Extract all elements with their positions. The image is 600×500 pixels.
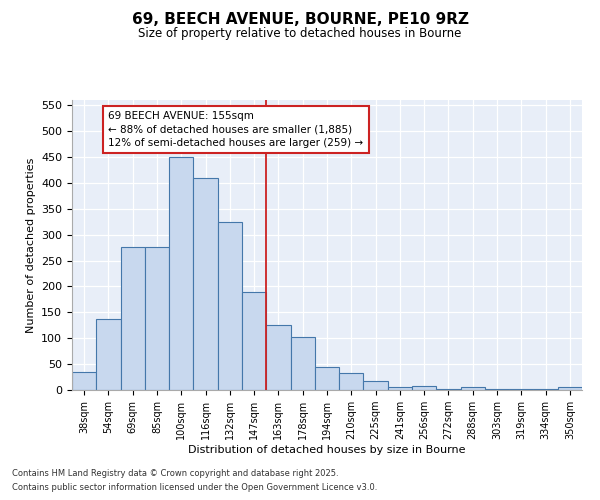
Text: 69, BEECH AVENUE, BOURNE, PE10 9RZ: 69, BEECH AVENUE, BOURNE, PE10 9RZ bbox=[131, 12, 469, 28]
Bar bbox=[145, 247, 169, 390]
Bar bbox=[436, 389, 461, 390]
Text: Size of property relative to detached houses in Bourne: Size of property relative to detached ho… bbox=[139, 28, 461, 40]
Bar bbox=[72, 372, 96, 390]
Bar bbox=[461, 388, 485, 390]
Bar bbox=[242, 292, 266, 390]
Bar bbox=[412, 386, 436, 390]
Bar bbox=[218, 222, 242, 390]
Bar bbox=[485, 389, 509, 390]
Text: Contains HM Land Registry data © Crown copyright and database right 2025.: Contains HM Land Registry data © Crown c… bbox=[12, 468, 338, 477]
Bar bbox=[315, 366, 339, 390]
Bar bbox=[121, 247, 145, 390]
X-axis label: Distribution of detached houses by size in Bourne: Distribution of detached houses by size … bbox=[188, 445, 466, 455]
Bar bbox=[364, 380, 388, 390]
Bar bbox=[533, 389, 558, 390]
Bar bbox=[96, 319, 121, 390]
Bar bbox=[388, 387, 412, 390]
Text: Contains public sector information licensed under the Open Government Licence v3: Contains public sector information licen… bbox=[12, 484, 377, 492]
Bar bbox=[558, 388, 582, 390]
Bar bbox=[509, 389, 533, 390]
Bar bbox=[339, 373, 364, 390]
Bar bbox=[290, 337, 315, 390]
Text: 69 BEECH AVENUE: 155sqm
← 88% of detached houses are smaller (1,885)
12% of semi: 69 BEECH AVENUE: 155sqm ← 88% of detache… bbox=[109, 112, 364, 148]
Bar bbox=[266, 326, 290, 390]
Bar bbox=[169, 157, 193, 390]
Bar bbox=[193, 178, 218, 390]
Y-axis label: Number of detached properties: Number of detached properties bbox=[26, 158, 35, 332]
